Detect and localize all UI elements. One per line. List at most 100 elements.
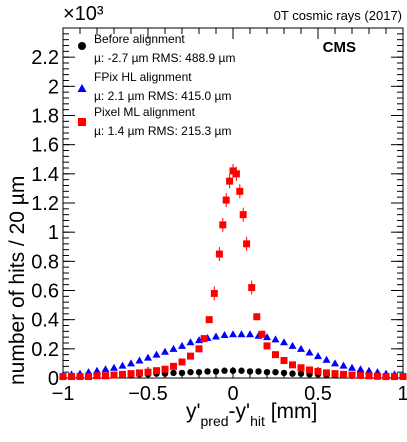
before-alignment-point <box>195 368 203 376</box>
pixel-ml-alignment-point <box>365 372 373 380</box>
legend-marker-pixel <box>78 118 86 126</box>
pixel-ml-alignment-point <box>153 367 160 375</box>
pixel-ml-alignment-point <box>399 373 407 381</box>
fpix-hl-alignment-point <box>246 330 254 338</box>
x-tick-label: −0.5 <box>128 383 167 405</box>
pixel-ml-alignment-point <box>348 371 356 379</box>
pixel-ml-alignment-point <box>340 370 347 378</box>
pixel-ml-alignment-point <box>76 373 84 381</box>
before-alignment-point <box>221 367 228 374</box>
y-tick-label: 2.2 <box>31 47 59 69</box>
y-tick-label: 1.2 <box>31 193 59 215</box>
pixel-ml-alignment-point <box>161 365 169 373</box>
x-tick-label: −1 <box>52 383 75 405</box>
y-tick-label: 1.8 <box>31 106 59 128</box>
before-alignment-point <box>263 368 271 376</box>
series-3 <box>59 163 407 381</box>
y-axis-title: number of hits / 20 µm <box>6 176 29 385</box>
fpix-hl-alignment-point <box>229 330 237 338</box>
x-tick-label: 1 <box>397 383 407 405</box>
before-alignment-point <box>187 368 194 376</box>
fpix-hl-alignment-point <box>280 338 288 346</box>
before-alignment-point <box>229 367 237 374</box>
pixel-ml-alignment-point <box>127 370 135 378</box>
y-tick-label: 1.6 <box>31 135 59 157</box>
pixel-ml-alignment-point <box>297 364 305 372</box>
before-alignment-point <box>255 368 262 375</box>
y-tick-label: 1.4 <box>31 164 59 186</box>
fpix-hl-alignment-point <box>314 352 322 360</box>
fpix-hl-alignment-point <box>263 333 271 341</box>
pixel-ml-alignment-point <box>205 316 213 324</box>
fpix-hl-alignment-point <box>297 344 305 352</box>
pixel-ml-alignment-point <box>306 366 313 374</box>
fpix-hl-alignment-point <box>271 335 280 343</box>
fpix-hl-alignment-point <box>237 330 246 338</box>
y-tick-label: 1 <box>48 222 59 244</box>
top-right-label: 0T cosmic rays (2017) <box>274 8 402 23</box>
before-alignment-point <box>238 367 245 374</box>
pixel-ml-alignment-point <box>374 372 381 380</box>
x-tick-label: 0 <box>227 383 238 405</box>
pixel-ml-alignment-point <box>144 368 152 376</box>
pixel-ml-alignment-point <box>187 352 194 360</box>
before-alignment-point <box>280 369 288 377</box>
fpix-hl-alignment-point <box>178 341 186 349</box>
before-alignment-point <box>212 368 220 375</box>
fpix-hl-alignment-point <box>348 363 356 371</box>
pixel-ml-alignment-point <box>68 373 75 381</box>
before-alignment-point <box>272 368 279 376</box>
y-tick-label: 0 <box>48 368 59 390</box>
pixel-ml-alignment-point <box>178 358 186 366</box>
pixel-ml-alignment-point <box>263 342 271 350</box>
fpix-hl-alignment-point <box>288 341 297 349</box>
before-alignment-point <box>246 368 254 375</box>
experiment-label: CMS <box>323 39 356 56</box>
fpix-hl-alignment-point <box>305 348 314 356</box>
pixel-ml-alignment-point <box>119 370 126 378</box>
before-alignment-point <box>178 369 186 377</box>
pixel-ml-alignment-point <box>195 345 203 353</box>
pixel-ml-alignment-point <box>136 369 143 377</box>
fpix-hl-alignment-point <box>144 353 152 361</box>
pixel-ml-alignment-point <box>314 367 322 375</box>
fpix-hl-alignment-point <box>152 350 161 358</box>
pixel-ml-alignment-point <box>110 371 118 379</box>
pixel-ml-alignment-point <box>93 372 101 380</box>
fpix-hl-alignment-point <box>135 356 144 364</box>
fpix-hl-alignment-point <box>356 365 365 373</box>
pixel-ml-alignment-point <box>170 362 177 370</box>
before-alignment-point <box>297 370 305 377</box>
legend-marker-fpix <box>77 84 87 92</box>
fpix-hl-alignment-point <box>331 359 339 367</box>
y-tick-label: 0.4 <box>31 310 59 332</box>
pixel-ml-alignment-point <box>357 371 364 379</box>
y-axis: 0 0.2 0.4 0.6 0.8 1 1.2 1.4 1.6 1.8 2 2.2 <box>31 27 403 390</box>
fpix-hl-alignment-point <box>161 347 169 355</box>
before-alignment-point <box>204 368 211 375</box>
legend-label-fpix: FPix HL alignment <box>94 70 192 84</box>
y-tick-label: 0.2 <box>31 339 59 361</box>
y-tick-label: 0.6 <box>31 281 59 303</box>
legend-label-pixel: Pixel ML alignment <box>94 105 196 119</box>
pixel-ml-alignment-point <box>323 369 330 377</box>
pixel-ml-alignment-point <box>102 372 109 380</box>
legend-marker-before <box>78 42 86 50</box>
fpix-hl-alignment-point <box>212 332 220 340</box>
fpix-hl-alignment-point <box>220 330 229 338</box>
pixel-ml-alignment-point <box>280 357 288 364</box>
fpix-hl-alignment-point <box>93 366 101 374</box>
pixel-ml-alignment-point <box>85 373 92 381</box>
before-alignment-point <box>170 369 177 377</box>
legend-stats-before: µ: -2.7 µm RMS: 488.9 µm <box>94 51 235 65</box>
y-tick-label: 2 <box>48 76 59 98</box>
fpix-hl-alignment-point <box>322 355 331 363</box>
y-multiplier-label: ×10³ <box>63 3 104 25</box>
pixel-ml-alignment-point <box>331 370 339 378</box>
fpix-hl-alignment-point <box>127 359 135 367</box>
pixel-ml-alignment-point <box>272 351 279 359</box>
legend-stats-fpix: µ: 2.1 µm RMS: 415.0 µm <box>94 89 231 103</box>
legend: Before alignment µ: -2.7 µm RMS: 488.9 µ… <box>77 32 235 138</box>
